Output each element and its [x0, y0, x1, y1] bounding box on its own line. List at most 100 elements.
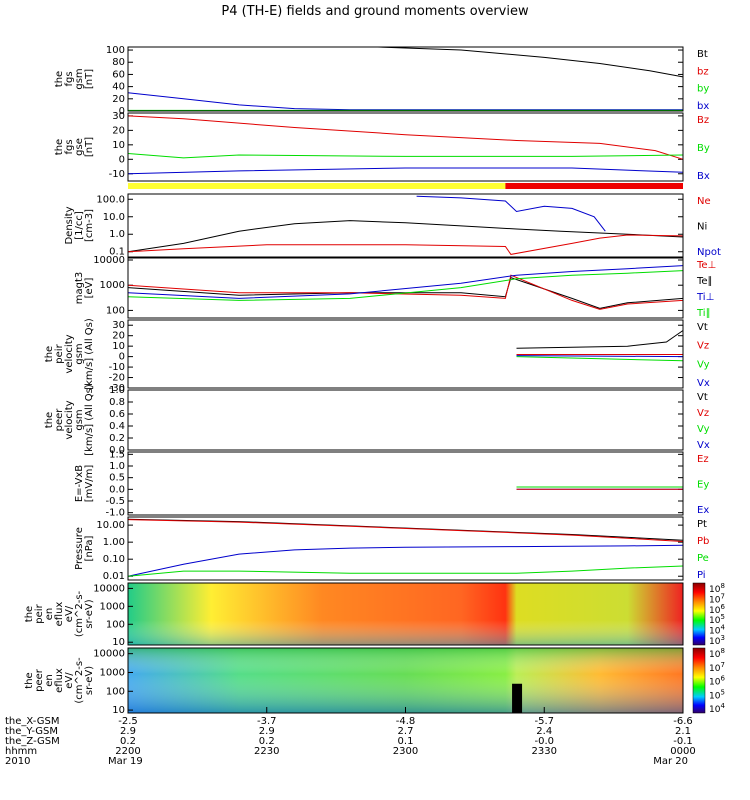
y-axis-label: peer — [54, 408, 65, 432]
x-tick-label: 2.7 — [398, 726, 414, 737]
y-tick-label: 1.0 — [109, 385, 125, 396]
y-tick-label: 1.00 — [103, 537, 125, 548]
y-tick-label: 40 — [112, 82, 125, 93]
y-axis-label: eV/ — [64, 605, 75, 622]
legend-entry: Bx — [697, 171, 710, 182]
y-tick-label: 100 — [106, 619, 125, 630]
y-axis-label: the — [24, 606, 35, 622]
panel-peir_velocity — [127, 319, 684, 389]
y-axis-label: eflux — [54, 668, 65, 693]
x-tick-label: -6.6 — [673, 716, 693, 727]
y-axis-label: Pressure — [74, 527, 85, 570]
y-axis-label: [cm-3] — [84, 209, 95, 242]
y-tick-label: 10000 — [93, 583, 125, 594]
y-tick-label: 10 — [112, 637, 125, 648]
y-axis-label: eV/ — [64, 672, 75, 689]
y-axis-label: [km/s] (All Qs) — [84, 318, 95, 390]
y-axis-label: the — [44, 412, 55, 428]
y-tick-label: 20 — [112, 94, 125, 105]
y-tick-label: 80 — [112, 57, 125, 68]
x-tick-label: 2200 — [115, 746, 140, 757]
series-Ti⊥ — [127, 265, 684, 299]
series-Npot — [416, 195, 606, 232]
y-axis-label: peir — [54, 343, 65, 363]
y-tick-label: 0.0 — [109, 484, 125, 495]
y-axis-label: gse — [74, 138, 85, 156]
panel-frame — [127, 193, 684, 258]
panel-frame — [127, 112, 684, 182]
spectrogram-shade — [128, 583, 683, 645]
colorbar — [692, 647, 706, 714]
y-tick-label: 1000 — [100, 667, 125, 678]
y-axis-label: the — [44, 346, 55, 362]
y-tick-label: 100 — [106, 45, 125, 56]
y-tick-label: -20 — [109, 373, 125, 384]
legend-entry: Pt — [697, 519, 707, 530]
series-Bx — [127, 167, 684, 175]
legend-entry: Vz — [697, 341, 709, 352]
series-Pe — [127, 565, 684, 577]
y-axis-label: Density — [64, 206, 75, 244]
colorbar-tick-label: 107 — [709, 661, 725, 674]
y-tick-label: 20 — [112, 331, 125, 342]
panel-fgs_gse — [127, 112, 684, 182]
y-axis-label: (cm^2-s- — [74, 657, 85, 704]
y-tick-label: 0 — [119, 106, 125, 117]
y-axis-label: [nT] — [84, 69, 95, 89]
x-tick-label: -2.5 — [118, 716, 138, 727]
y-axis-label: peer — [34, 668, 45, 692]
series-Ti∥ — [127, 270, 684, 301]
colorbar-tick-label: 107 — [709, 592, 725, 605]
panel-pressure — [127, 516, 684, 581]
y-axis-label: E=-VxB — [74, 465, 85, 502]
x-tick-label: -3.7 — [257, 716, 277, 727]
y-tick-label: -0.5 — [105, 496, 125, 507]
series-Vt — [516, 330, 684, 349]
y-tick-label: 30 — [112, 111, 125, 122]
legend-entry: Ti∥ — [696, 308, 711, 319]
x-tick-label: 0.2 — [259, 736, 275, 747]
legend-entry: Vy — [697, 359, 710, 370]
series-Pi — [127, 544, 684, 577]
series-Vy — [516, 356, 684, 362]
panel-fgs_gsm — [127, 46, 684, 112]
y-axis-label: gsm — [74, 409, 85, 430]
y-axis-label: velocity — [64, 334, 75, 373]
y-tick-label: 1000 — [100, 601, 125, 612]
y-axis-label: magt3 — [74, 272, 85, 305]
panel-e_field — [127, 451, 684, 516]
y-tick-label: 10.0 — [103, 212, 125, 223]
y-axis-label: gsm — [74, 343, 85, 364]
x-tick-label: 2.1 — [675, 726, 691, 737]
y-axis-label: [eV] — [84, 278, 95, 299]
y-tick-label: -30 — [109, 383, 125, 394]
panel-frame — [127, 257, 684, 319]
x-tick-label: 0.2 — [120, 736, 136, 747]
legend-entry: Ez — [697, 454, 709, 465]
y-axis-label: fgs — [64, 139, 75, 154]
y-tick-label: 0.5 — [109, 473, 125, 484]
spectrogram-shade — [128, 648, 683, 713]
x-tick-label: 0.1 — [398, 736, 414, 747]
colorbar-tick-label: 105 — [709, 688, 725, 701]
x-tick-label: 2300 — [393, 746, 418, 757]
series-bx — [127, 92, 683, 111]
x-tick-label: -4.8 — [396, 716, 416, 727]
series-Bz — [127, 115, 684, 160]
x-tick-label: 2.9 — [120, 726, 136, 737]
y-tick-label: 0.10 — [103, 554, 125, 565]
x-axis-row-label: 2010 — [5, 756, 30, 767]
panel-peer_velocity — [127, 389, 684, 451]
series-Ni — [127, 220, 684, 253]
y-axis-label: fgs — [64, 71, 75, 86]
panel-frame — [127, 516, 684, 581]
y-tick-label: 1.0 — [109, 461, 125, 472]
y-tick-label: -1.0 — [105, 508, 125, 519]
x-tick-label: Mar 20 — [653, 756, 688, 767]
y-tick-label: -10 — [109, 169, 125, 180]
legend-entry: Vx — [697, 440, 710, 451]
legend-entry: bx — [697, 101, 709, 112]
y-tick-label: 0.0 — [109, 445, 125, 456]
y-tick-label: 0 — [119, 154, 125, 165]
